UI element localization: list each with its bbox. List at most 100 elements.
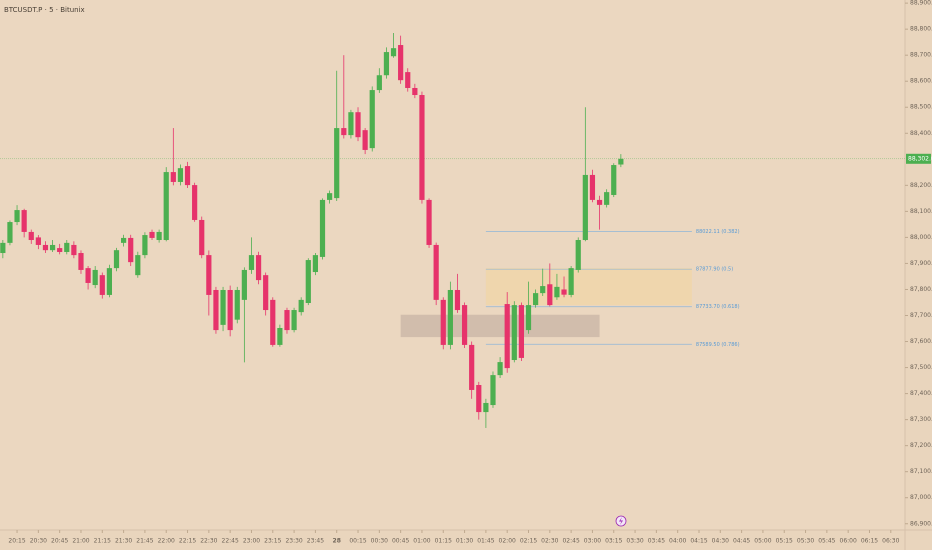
candle-body — [206, 255, 212, 295]
x-tick-label: 02:30 — [541, 538, 558, 545]
last-price-box — [906, 153, 931, 164]
x-tick-label: 22:30 — [200, 538, 217, 545]
x-tick-label: 03:45 — [648, 538, 665, 545]
chart-title: BTCUSDT.P · 5 · Bitunix — [4, 6, 85, 14]
candle-body — [177, 168, 184, 182]
y-tick-label: 87,700.0 — [910, 312, 932, 319]
candle-body — [106, 268, 112, 295]
y-tick-label: 87,100.0 — [910, 468, 932, 475]
y-tick-label: 88,100.0 — [910, 208, 932, 215]
candle-body — [348, 112, 354, 136]
candle-body — [248, 255, 255, 270]
candle-body — [263, 275, 269, 311]
y-tick-label: 87,600.0 — [910, 338, 932, 345]
x-tick-label: 04:00 — [669, 538, 686, 545]
event-icon-bolt — [619, 517, 623, 525]
y-tick-label: 88,500.0 — [910, 104, 932, 111]
fib-level-label: 87733.70 (0.618) — [696, 304, 740, 310]
x-tick-label: 20:15 — [8, 538, 25, 545]
candle-body — [490, 375, 496, 406]
x-tick-label: 21:00 — [72, 538, 89, 545]
candle-body — [447, 289, 453, 345]
candle-body — [334, 128, 340, 199]
candle-body — [611, 165, 617, 195]
x-tick-label: 06:15 — [861, 538, 878, 545]
y-tick-label: 86,900.0 — [910, 520, 932, 527]
candle-body — [7, 222, 13, 243]
candle-body — [42, 244, 49, 251]
candle-body — [92, 269, 98, 286]
y-tick-label: 88,900.0 — [910, 0, 932, 7]
y-tick-label: 87,300.0 — [910, 416, 932, 423]
candle-body — [454, 289, 461, 311]
candle-body — [213, 289, 219, 331]
x-tick-label: 23:45 — [307, 538, 324, 545]
candle-body — [433, 244, 439, 300]
candle-body — [419, 95, 425, 200]
candle-body — [547, 284, 553, 306]
x-tick-label: 00:15 — [349, 538, 366, 545]
candle-body — [156, 231, 162, 241]
candle-body — [170, 172, 176, 182]
x-tick-label: 20:45 — [51, 538, 68, 545]
candle-body — [192, 185, 198, 220]
last-price-label: 88,302.0 — [908, 155, 932, 162]
candle-body — [504, 304, 510, 369]
candle-body — [383, 52, 390, 76]
x-tick-label: 01:30 — [456, 538, 473, 545]
y-tick-label: 87,400.0 — [910, 390, 932, 397]
candle-body — [618, 158, 624, 165]
candle-body — [78, 253, 84, 270]
candle-body — [35, 237, 41, 245]
candle-body — [298, 299, 304, 313]
x-tick-label: 28 — [333, 538, 341, 545]
x-tick-label: 06:00 — [840, 538, 857, 545]
x-tick-label: 05:15 — [776, 538, 793, 545]
y-tick-label: 88,000.0 — [910, 234, 932, 241]
x-tick-label: 03:15 — [605, 538, 622, 545]
candle-body — [540, 286, 546, 294]
y-tick-label: 88,200.0 — [910, 182, 932, 189]
candle-body — [469, 344, 475, 390]
candle-body — [113, 250, 120, 269]
x-tick-label: 04:30 — [712, 538, 729, 545]
candle-body — [291, 310, 297, 331]
candle-body — [362, 130, 368, 150]
candle-body — [554, 286, 560, 298]
y-tick-label: 88,400.0 — [910, 130, 932, 137]
candle-body — [255, 255, 262, 281]
x-tick-label: 06:30 — [882, 538, 899, 545]
candle-body — [390, 48, 397, 57]
x-tick-label: 01:45 — [477, 538, 494, 545]
y-tick-label: 87,500.0 — [910, 364, 932, 371]
candle-body — [476, 385, 482, 413]
candle-body — [57, 248, 63, 252]
candle-body — [405, 72, 411, 88]
candle-body — [99, 275, 105, 295]
x-tick-label: 22:45 — [222, 538, 239, 545]
zone — [400, 314, 600, 338]
candle-body — [327, 193, 333, 200]
fib-level-label: 87589.50 (0.786) — [696, 342, 740, 348]
candle-body — [277, 327, 283, 345]
candle-body — [199, 219, 205, 256]
candle-body — [589, 174, 596, 200]
x-tick-label: 01:15 — [435, 538, 452, 545]
candle-body — [511, 305, 517, 361]
x-tick-label: 23:30 — [285, 538, 302, 545]
candle-body — [184, 166, 191, 186]
candle-body — [319, 199, 326, 257]
candle-body — [398, 45, 404, 81]
x-tick-label: 23:00 — [243, 538, 260, 545]
candle-body — [227, 289, 233, 331]
zone — [485, 268, 692, 306]
candle-body — [596, 199, 603, 205]
candle-body — [525, 305, 532, 331]
candle-body — [270, 299, 276, 345]
candle-body — [234, 289, 240, 320]
x-tick-label: 03:30 — [626, 538, 643, 545]
candle-body — [561, 289, 567, 295]
y-tick-label: 88,700.0 — [910, 52, 932, 59]
candle-body — [483, 402, 489, 413]
